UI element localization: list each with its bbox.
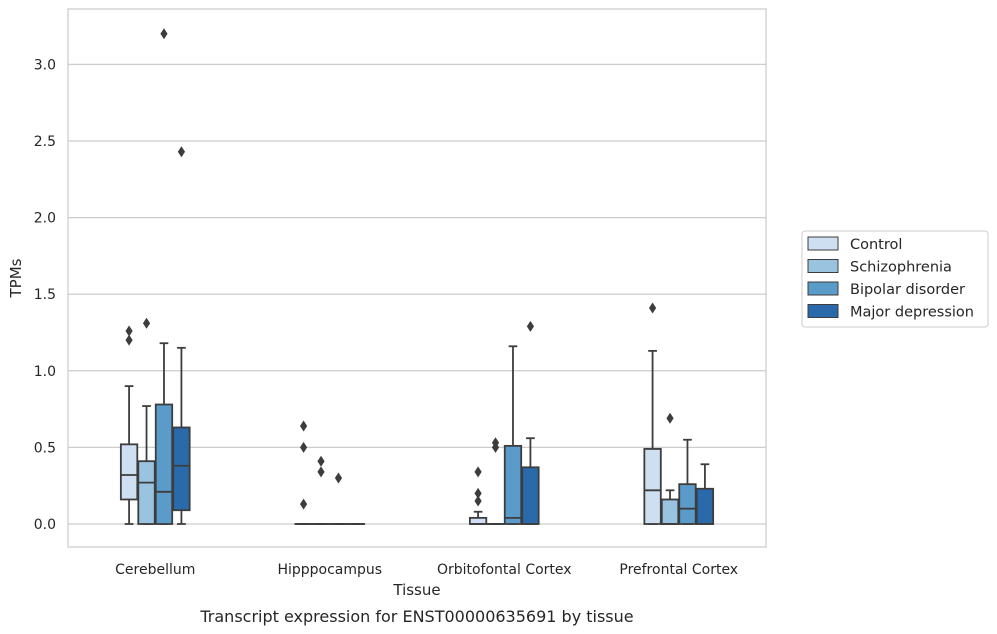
outlier-point: [299, 498, 308, 510]
legend-label: Bipolar disorder: [850, 282, 965, 298]
legend: Control Schizophrenia Bipolar disorder Majo…: [801, 230, 989, 328]
plot-frame: [67, 8, 767, 548]
outlier-point: [177, 146, 186, 158]
box-iqr: [172, 426, 191, 512]
box-iqr: [154, 403, 174, 525]
x-tick-label: Cerebellum: [115, 562, 195, 578]
outlier-point: [474, 487, 482, 499]
box-groups: [119, 28, 715, 525]
y-tick-label: 0.0: [34, 517, 56, 533]
box-major-depression: [521, 320, 540, 525]
x-tick-label: Hipppocampus: [277, 562, 382, 578]
box-schizophrenia: [137, 317, 156, 525]
legend-frame: [801, 230, 989, 328]
box-control: [119, 325, 139, 525]
y-tick-label: 2.0: [34, 211, 56, 227]
box-iqr: [643, 448, 662, 525]
outlier-point: [125, 334, 133, 346]
legend-label: Major depression: [850, 305, 974, 321]
x-tick-label: Prefrontal Cortex: [619, 562, 738, 578]
legend-swatch: [807, 281, 839, 296]
y-tick-label: 1.0: [34, 364, 56, 380]
outlier-point: [526, 320, 535, 332]
legend-label: Schizophrenia: [850, 260, 952, 276]
box-control: [643, 302, 662, 525]
legend-swatch: [807, 236, 839, 251]
outlier-point: [334, 472, 343, 484]
y-tick-label: 2.5: [34, 134, 56, 150]
outlier-point: [666, 412, 674, 424]
legend-swatch: [807, 259, 839, 273]
legend-swatch: [807, 304, 839, 318]
y-axis-label: TPMs: [7, 258, 25, 298]
outlier-point: [160, 28, 168, 40]
box-control: [468, 466, 488, 525]
box-control: [294, 420, 313, 525]
box-bipolar-disorder: [678, 438, 697, 525]
outlier-point: [317, 455, 325, 467]
box-schizophrenia: [311, 455, 331, 525]
box-major-depression: [172, 146, 191, 525]
box-bipolar-disorder: [503, 345, 523, 525]
outlier-point: [299, 420, 308, 432]
outlier-point: [317, 466, 325, 478]
y-tick-label: 0.5: [34, 440, 56, 456]
outlier-point: [299, 441, 308, 453]
x-tick-label: Orbitofontal Cortex: [437, 562, 572, 578]
box-iqr: [119, 443, 139, 501]
x-tick-labels: Cerebellum Hipppocampus Orbitofontal Corte…: [115, 562, 738, 578]
y-tick-label: 3.0: [34, 57, 56, 73]
x-axis-label: Tissue: [392, 581, 440, 599]
box-schizophrenia: [660, 412, 680, 525]
box-iqr: [678, 483, 697, 525]
chart-caption: Transcript expression for ENST0000063569…: [199, 607, 633, 626]
box-iqr: [660, 498, 680, 525]
outlier-point: [125, 325, 133, 337]
outlier-point: [474, 466, 482, 478]
box-iqr: [468, 516, 488, 525]
outlier-point: [142, 317, 151, 329]
box-iqr: [695, 487, 715, 525]
outlier-point: [648, 302, 657, 314]
box-iqr: [137, 460, 156, 525]
y-tick-labels: 0.0 0.5 1.0 1.5 2.0 2.5 3.0: [34, 57, 56, 533]
box-iqr: [521, 466, 540, 525]
y-tick-label: 1.5: [34, 287, 56, 303]
box-bipolar-disorder: [329, 472, 348, 525]
box-bipolar-disorder: [154, 28, 174, 525]
box-iqr: [503, 444, 523, 525]
box-schizophrenia: [486, 437, 505, 525]
outlier-point: [491, 437, 500, 449]
box-major-depression: [695, 463, 715, 525]
legend-label: Control: [850, 237, 902, 253]
outlier-point: [474, 495, 482, 507]
